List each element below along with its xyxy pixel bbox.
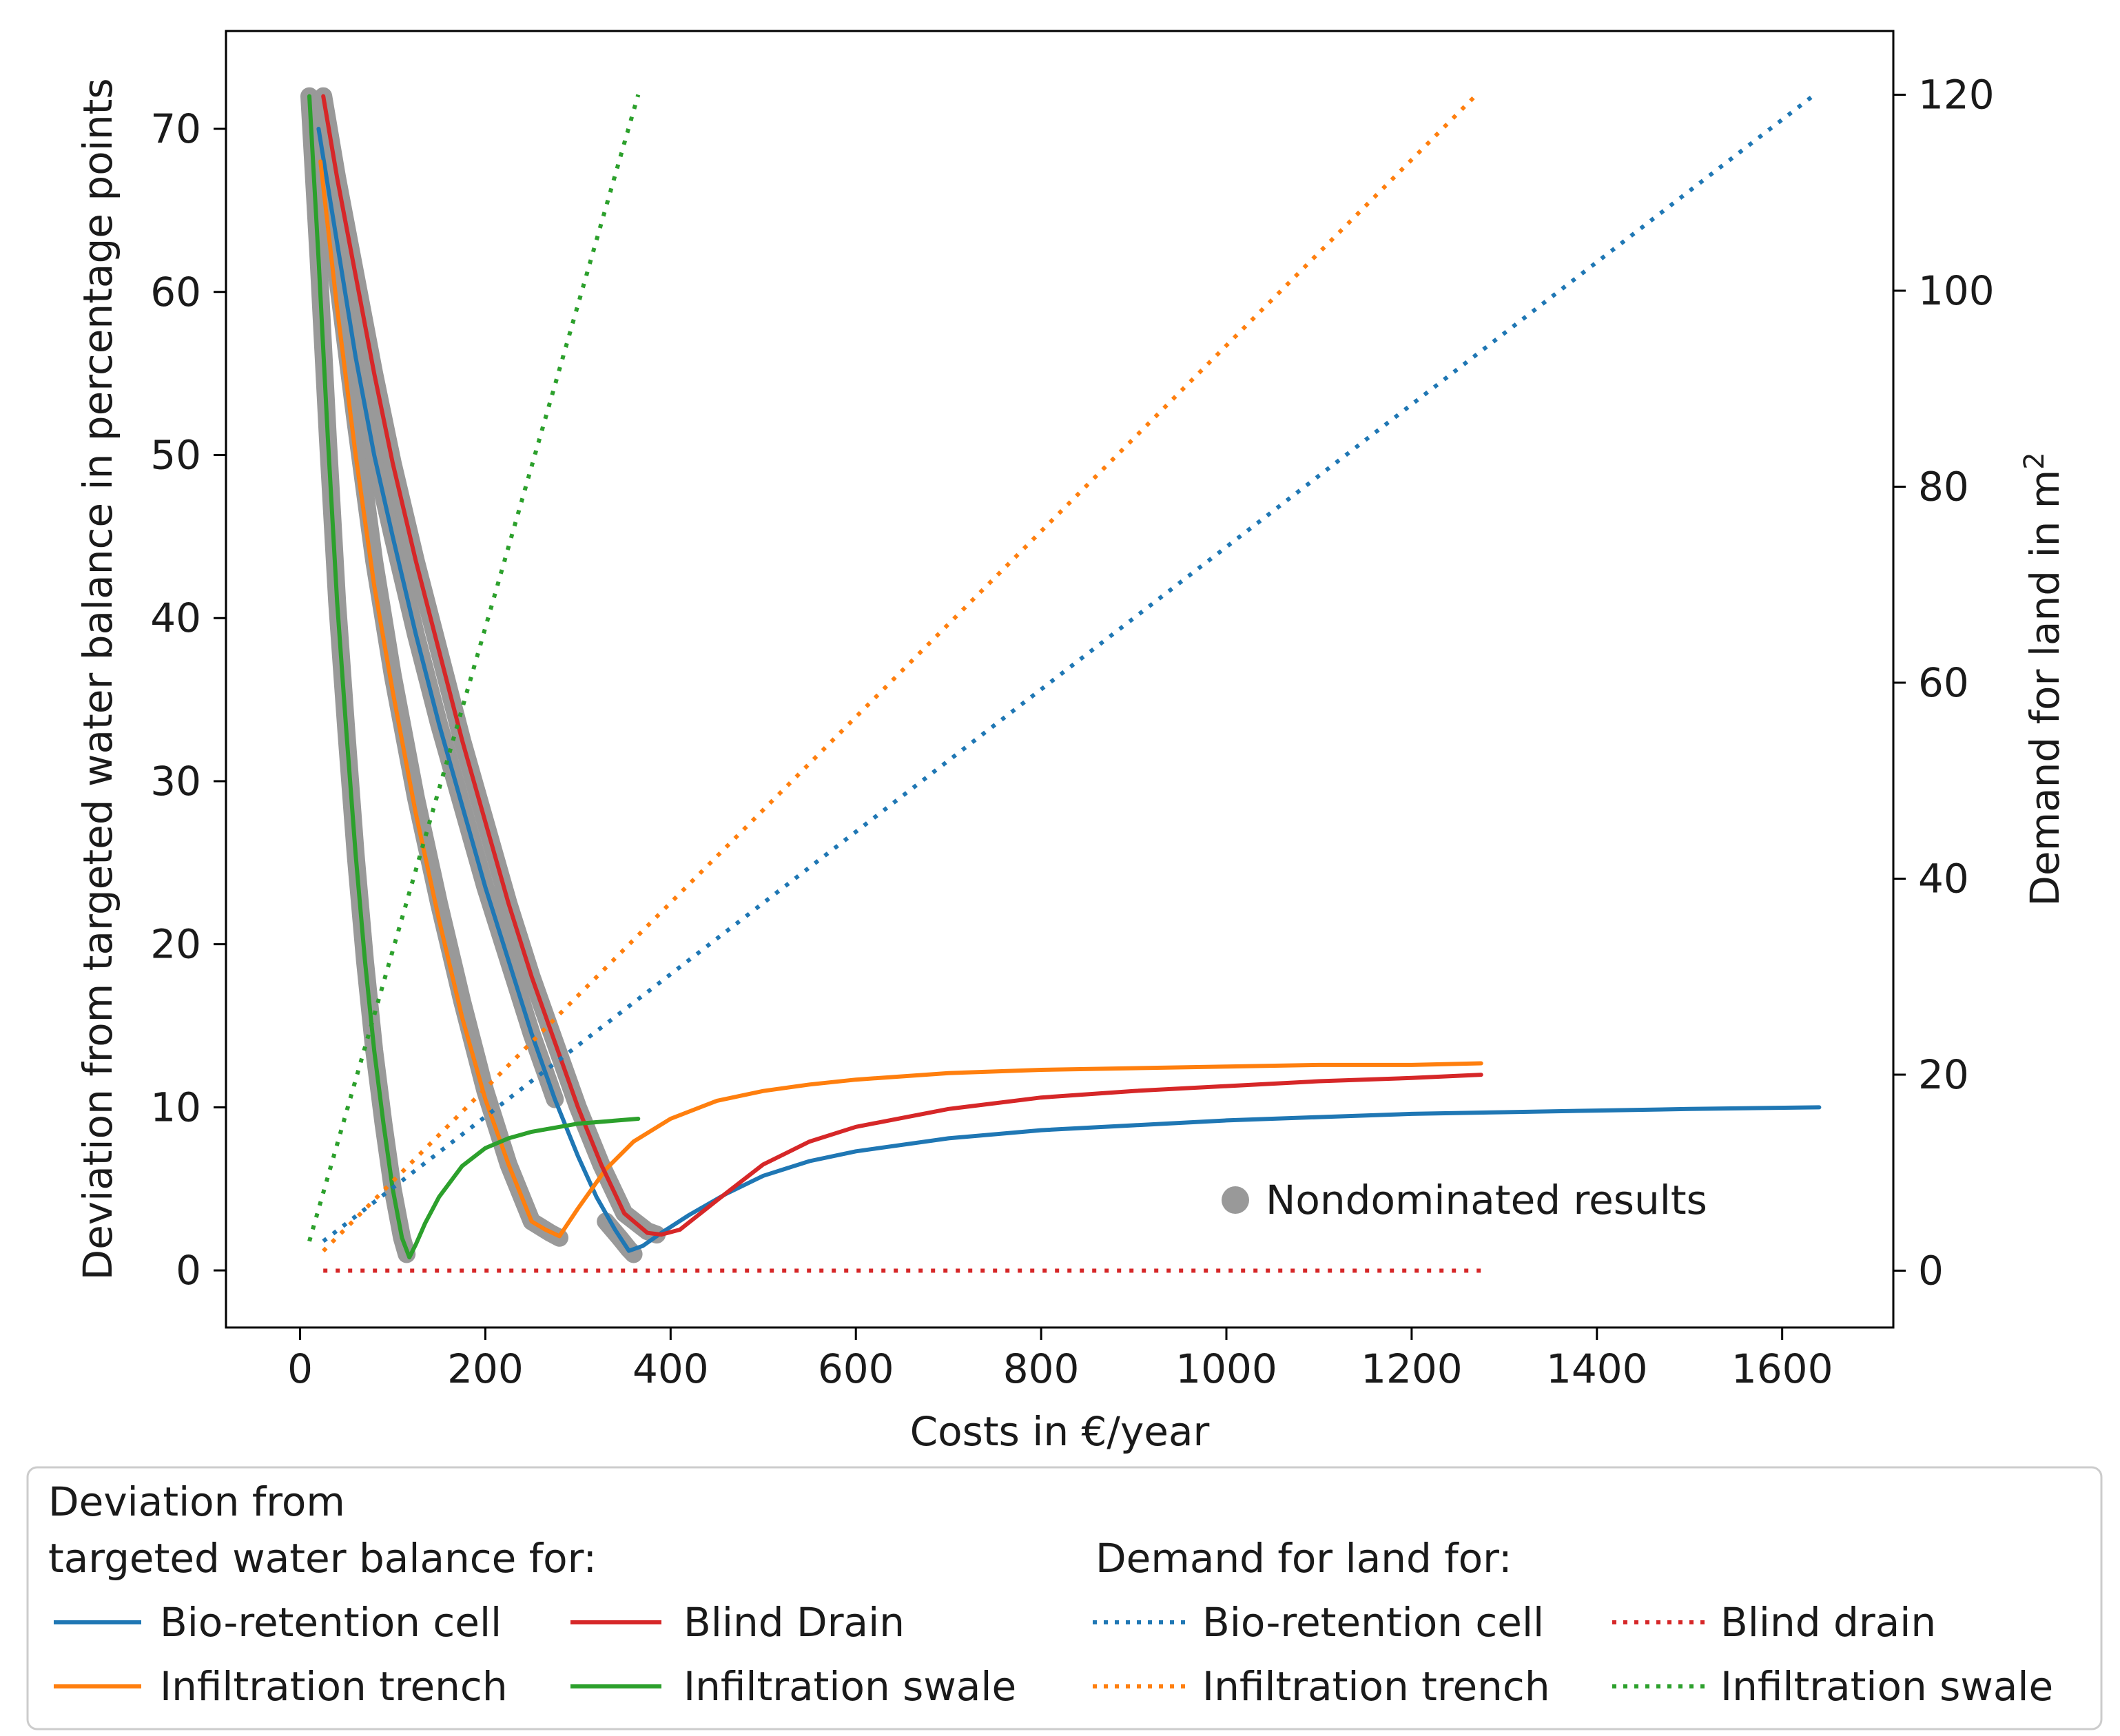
land-line-bio-retention-cell <box>322 93 1816 1243</box>
x-tick-label-200: 200 <box>447 1345 524 1392</box>
nondominated-label: Nondominated results <box>1266 1177 1707 1223</box>
legend-label-blind-drain: Blind Drain <box>683 1599 905 1646</box>
y-left-tick-label-60: 60 <box>150 269 201 316</box>
y-right-tick-label-60: 60 <box>1918 659 1969 706</box>
legend-label-land-trench: Infiltration trench <box>1202 1663 1550 1710</box>
y-axis-right-title-superscript: 2 <box>2019 452 2050 469</box>
y-axis-left-title: Deviation from targeted water balance in… <box>74 78 121 1280</box>
deviation-line-blind-drain <box>321 94 1483 1237</box>
y-left-tick-label-40: 40 <box>150 595 201 641</box>
nondominated-annotation: Nondominated results <box>1222 1177 1707 1223</box>
x-axis: 0 200 400 600 800 1000 1200 1400 1600 <box>287 1327 1833 1392</box>
legend-label-land-bio-retention: Bio-retention cell <box>1202 1599 1544 1646</box>
x-tick-label-400: 400 <box>632 1345 709 1392</box>
legend-label-land-swale: Infiltration swale <box>1720 1663 2053 1710</box>
land-line-infiltration-swale <box>307 94 641 1242</box>
deviation-line-infiltration-trench <box>318 159 1483 1239</box>
deviation-line-bio-retention-cell <box>316 127 1822 1253</box>
y-right-tick-label-20: 20 <box>1918 1051 1969 1098</box>
legend-label-trench: Infiltration trench <box>160 1663 508 1710</box>
y-left-tick-label-50: 50 <box>150 431 201 478</box>
x-tick-label-0: 0 <box>287 1345 313 1392</box>
legend-label-bio-retention: Bio-retention cell <box>160 1599 502 1646</box>
plot-frame <box>225 30 1895 1329</box>
y-left-tick-label-70: 70 <box>150 105 201 152</box>
legend: Deviation from targeted water balance fo… <box>26 1466 2103 1730</box>
y-left-tick-label-10: 10 <box>150 1084 201 1130</box>
y-right-tick-label-0: 0 <box>1918 1247 1944 1294</box>
legend-deviation-title-line1: Deviation from <box>48 1478 345 1525</box>
legend-label-swale: Infiltration swale <box>683 1663 1016 1710</box>
x-tick-label-1000: 1000 <box>1175 1345 1277 1392</box>
y-left-tick-label-30: 30 <box>150 758 201 805</box>
legend-deviation-title-line2: targeted water balance for: <box>48 1535 597 1582</box>
y-right-tick-label-120: 120 <box>1918 71 1995 118</box>
y-axis-right: 0 20 40 60 80 100 120 <box>1893 71 1995 1294</box>
y-left-tick-label-20: 20 <box>150 921 201 968</box>
y-right-tick-label-100: 100 <box>1918 267 1995 314</box>
y-right-tick-label-40: 40 <box>1918 855 1969 902</box>
nondominated-marker <box>1222 1186 1249 1214</box>
x-tick-label-1600: 1600 <box>1731 1345 1833 1392</box>
legend-box <box>26 1466 2103 1730</box>
x-axis-title: Costs in €/year <box>910 1408 1210 1455</box>
deviation-lines-layer <box>307 94 1822 1260</box>
legend-label-land-blind-drain: Blind drain <box>1720 1599 1936 1646</box>
x-tick-label-1200: 1200 <box>1361 1345 1463 1392</box>
deviation-line-infiltration-swale <box>307 94 641 1260</box>
y-axis-right-title: Demand for land in m2 <box>2019 452 2068 907</box>
y-axis-left: 0 10 20 30 40 50 60 70 <box>150 105 226 1294</box>
y-left-tick-label-0: 0 <box>176 1247 201 1294</box>
y-axis-right-title-text: Demand for land in m <box>2021 470 2068 907</box>
y-right-tick-label-80: 80 <box>1918 463 1969 510</box>
legend-land-title: Demand for land for: <box>1095 1535 1512 1582</box>
x-tick-label-1400: 1400 <box>1546 1345 1648 1392</box>
land-lines-layer <box>307 93 1816 1273</box>
x-tick-label-800: 800 <box>1003 1345 1080 1392</box>
x-tick-label-600: 600 <box>818 1345 894 1392</box>
